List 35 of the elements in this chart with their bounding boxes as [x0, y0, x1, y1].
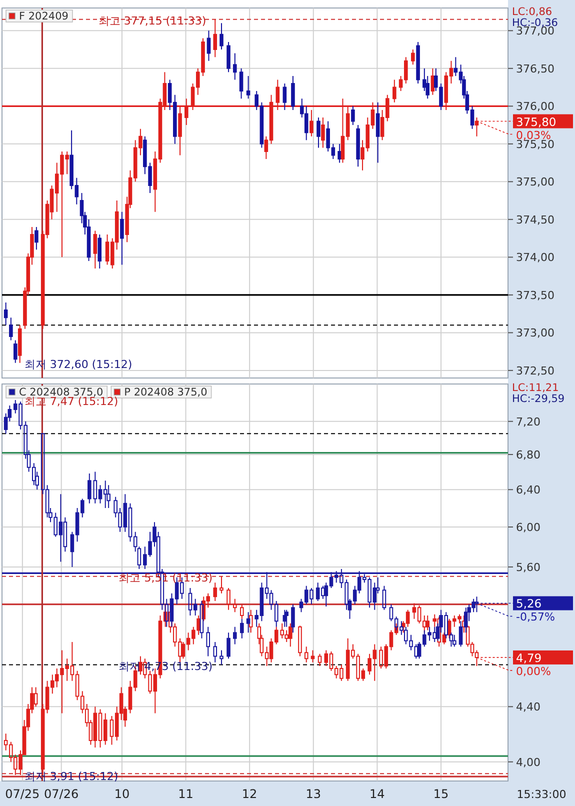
- y-tick-label: 375,00: [516, 176, 554, 189]
- annotation: 0,00%: [516, 664, 551, 678]
- y-tick-label: 376,00: [516, 100, 554, 114]
- y-tick-label: 374,00: [516, 251, 554, 264]
- y-tick-label: 4,40: [516, 700, 540, 714]
- y-tick-label: 4,00: [516, 756, 540, 769]
- text: HC:-29,59: [512, 393, 565, 405]
- text: LC:11,21: [512, 382, 559, 394]
- y-tick-label: 6,00: [516, 520, 540, 534]
- annotation: -0,57%: [516, 610, 555, 624]
- y-tick-label: 6,40: [516, 484, 540, 497]
- x-tick-label: 15: [433, 787, 449, 801]
- legend-label: P 202408 375,0: [124, 386, 208, 398]
- text: LC:0,86: [512, 6, 552, 18]
- y-tick-label: 6,80: [516, 448, 540, 462]
- annotation: 5,26: [516, 596, 542, 611]
- y-tick-label: 5,60: [516, 560, 540, 574]
- annotation: 4,79: [516, 650, 542, 665]
- y-tick-label: 373,00: [516, 326, 554, 340]
- x-tick-label: 07/25: [5, 787, 40, 801]
- x-tick-label: 07/26: [44, 787, 79, 801]
- y-tick-label: 7,20: [516, 415, 540, 428]
- x-tick-label: 13: [306, 787, 322, 801]
- y-tick-label: 376,50: [516, 62, 554, 76]
- annotation: 최고 377,15 (11:33): [98, 14, 206, 28]
- y-tick-label: 374,50: [516, 213, 554, 226]
- x-tick-label: 11: [178, 787, 194, 801]
- x-tick-label: 14: [370, 787, 385, 801]
- legend-label: F 202409: [19, 10, 68, 22]
- y-tick-label: 372,50: [516, 364, 554, 378]
- y-tick-label: 373,50: [516, 288, 554, 302]
- annotation: 375,80: [516, 114, 556, 129]
- x-tick-label: 10: [114, 787, 130, 801]
- text: 15:33:00: [516, 788, 566, 801]
- x-tick-label: 12: [242, 787, 258, 801]
